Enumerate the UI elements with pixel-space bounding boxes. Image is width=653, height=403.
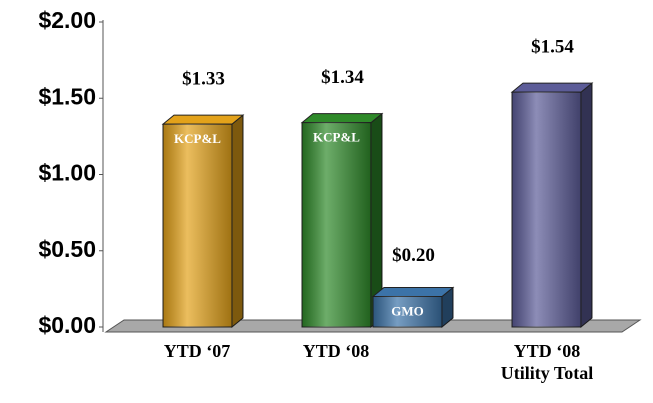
value-label: $1.33 [182, 69, 225, 90]
y-tick-label: $1.00 [38, 160, 96, 186]
bar-side-shade [371, 113, 382, 328]
bar-top [510, 82, 594, 93]
bar-shade [163, 124, 232, 327]
bar-shade [512, 92, 581, 328]
bar-side-shade [442, 287, 453, 327]
x-tick-label: YTD ‘08 Utility Total [500, 341, 594, 383]
y-tick-label: $1.50 [38, 83, 96, 109]
x-tick-label: YTD ‘07 [163, 341, 231, 361]
series-label: KCP&L [174, 131, 221, 146]
series-label: GMO [391, 304, 424, 319]
bar-top [300, 113, 384, 124]
y-tick-label: $0.50 [38, 236, 96, 262]
x-tick-label: YTD ‘08 [302, 341, 370, 361]
bar-side-shade [581, 83, 592, 328]
y-tick-label: $0.00 [38, 312, 96, 338]
bar-top [371, 287, 455, 297]
series-label: KCP&L [313, 130, 360, 145]
bar-shade [373, 296, 442, 327]
bar-top [161, 114, 245, 125]
value-label: $0.20 [392, 245, 435, 266]
value-label: $1.54 [531, 37, 574, 58]
bar-shade [302, 122, 371, 328]
value-label: $1.34 [321, 67, 364, 88]
bar-side-shade [232, 115, 243, 327]
y-tick-label: $2.00 [38, 7, 96, 33]
